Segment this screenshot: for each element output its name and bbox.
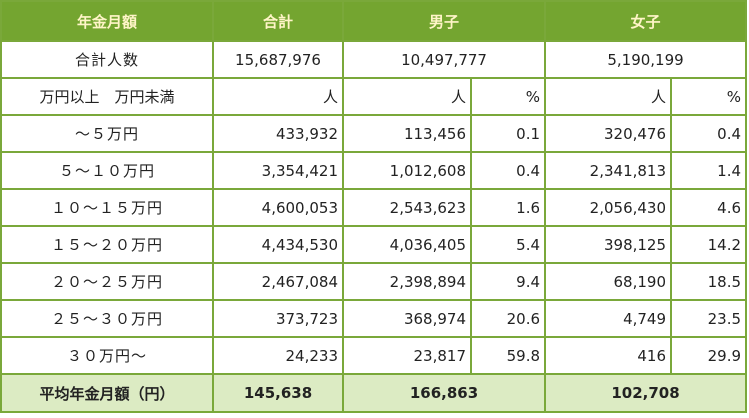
range-label: ２０～２５万円	[0, 262, 214, 301]
female-value: 2,056,430	[544, 188, 673, 227]
male-value: 4,036,405	[342, 225, 472, 264]
average-total: 145,638	[212, 373, 344, 413]
table-row: ３０万円～ 24,233 23,817 59.8 416 29.9	[0, 336, 748, 375]
header-monthly-pension: 年金月額	[0, 0, 214, 42]
total-value: 433,932	[212, 114, 344, 153]
female-pct-value: 14.2	[670, 225, 748, 264]
table-row: ２０～２５万円 2,467,084 2,398,894 9.4 68,190 1…	[0, 262, 748, 301]
average-male: 166,863	[341, 373, 547, 413]
male-value: 113,456	[342, 114, 472, 153]
total-count-female: 5,190,199	[544, 40, 748, 79]
female-value: 398,125	[544, 225, 673, 264]
female-value: 320,476	[544, 114, 673, 153]
total-count-all: 15,687,976	[212, 40, 344, 79]
male-value: 1,012,608	[342, 151, 472, 190]
female-value: 68,190	[544, 262, 673, 301]
total-count-male: 10,497,777	[341, 40, 547, 79]
male-pct-value: 5.4	[469, 225, 547, 264]
male-value: 368,974	[342, 299, 472, 338]
female-pct-value: 0.4	[670, 114, 748, 153]
male-value: 2,543,623	[342, 188, 472, 227]
range-label: ２５～３０万円	[0, 299, 214, 338]
range-label: １０～１５万円	[0, 188, 214, 227]
average-row: 平均年金月額（円） 145,638 166,863 102,708	[0, 373, 748, 413]
female-value: 416	[544, 336, 673, 375]
unit-female-pct: %	[670, 77, 748, 116]
male-pct-value: 0.4	[469, 151, 547, 190]
total-value: 4,434,530	[212, 225, 344, 264]
total-value: 3,354,421	[212, 151, 344, 190]
male-pct-value: 20.6	[469, 299, 547, 338]
table-row: ２５～３０万円 373,723 368,974 20.6 4,749 23.5	[0, 299, 748, 338]
total-value: 4,600,053	[212, 188, 344, 227]
header-female: 女子	[544, 0, 748, 42]
unit-female: 人	[544, 77, 673, 116]
unit-total: 人	[212, 77, 344, 116]
male-value: 23,817	[342, 336, 472, 375]
table-row: ５～１０万円 3,354,421 1,012,608 0.4 2,341,813…	[0, 151, 748, 190]
total-value: 24,233	[212, 336, 344, 375]
range-label: ～５万円	[0, 114, 214, 153]
header-male: 男子	[341, 0, 547, 42]
female-value: 2,341,813	[544, 151, 673, 190]
female-pct-value: 1.4	[670, 151, 748, 190]
total-value: 2,467,084	[212, 262, 344, 301]
unit-male: 人	[342, 77, 472, 116]
total-count-row: 合計人数 15,687,976 10,497,777 5,190,199	[0, 40, 748, 79]
female-pct-value: 18.5	[670, 262, 748, 301]
male-value: 2,398,894	[342, 262, 472, 301]
female-value: 4,749	[544, 299, 673, 338]
table-row: １５～２０万円 4,434,530 4,036,405 5.4 398,125 …	[0, 225, 748, 264]
range-unit-label: 万円以上 万円未満	[0, 77, 214, 116]
average-label: 平均年金月額（円）	[0, 373, 214, 413]
male-pct-value: 0.1	[469, 114, 547, 153]
range-label: １５～２０万円	[0, 225, 214, 264]
unit-male-pct: %	[469, 77, 547, 116]
male-pct-value: 59.8	[469, 336, 547, 375]
total-count-label: 合計人数	[0, 40, 214, 79]
female-pct-value: 23.5	[670, 299, 748, 338]
average-female: 102,708	[544, 373, 748, 413]
table-row: １０～１５万円 4,600,053 2,543,623 1.6 2,056,43…	[0, 188, 748, 227]
male-pct-value: 1.6	[469, 188, 547, 227]
range-label: ３０万円～	[0, 336, 214, 375]
header-total: 合計	[212, 0, 344, 42]
header-row: 年金月額 合計 男子 女子	[0, 0, 748, 42]
female-pct-value: 4.6	[670, 188, 748, 227]
female-pct-value: 29.9	[670, 336, 748, 375]
male-pct-value: 9.4	[469, 262, 547, 301]
units-row: 万円以上 万円未満 人 人 % 人 %	[0, 77, 748, 116]
table-row: ～５万円 433,932 113,456 0.1 320,476 0.4	[0, 114, 748, 153]
total-value: 373,723	[212, 299, 344, 338]
range-label: ５～１０万円	[0, 151, 214, 190]
